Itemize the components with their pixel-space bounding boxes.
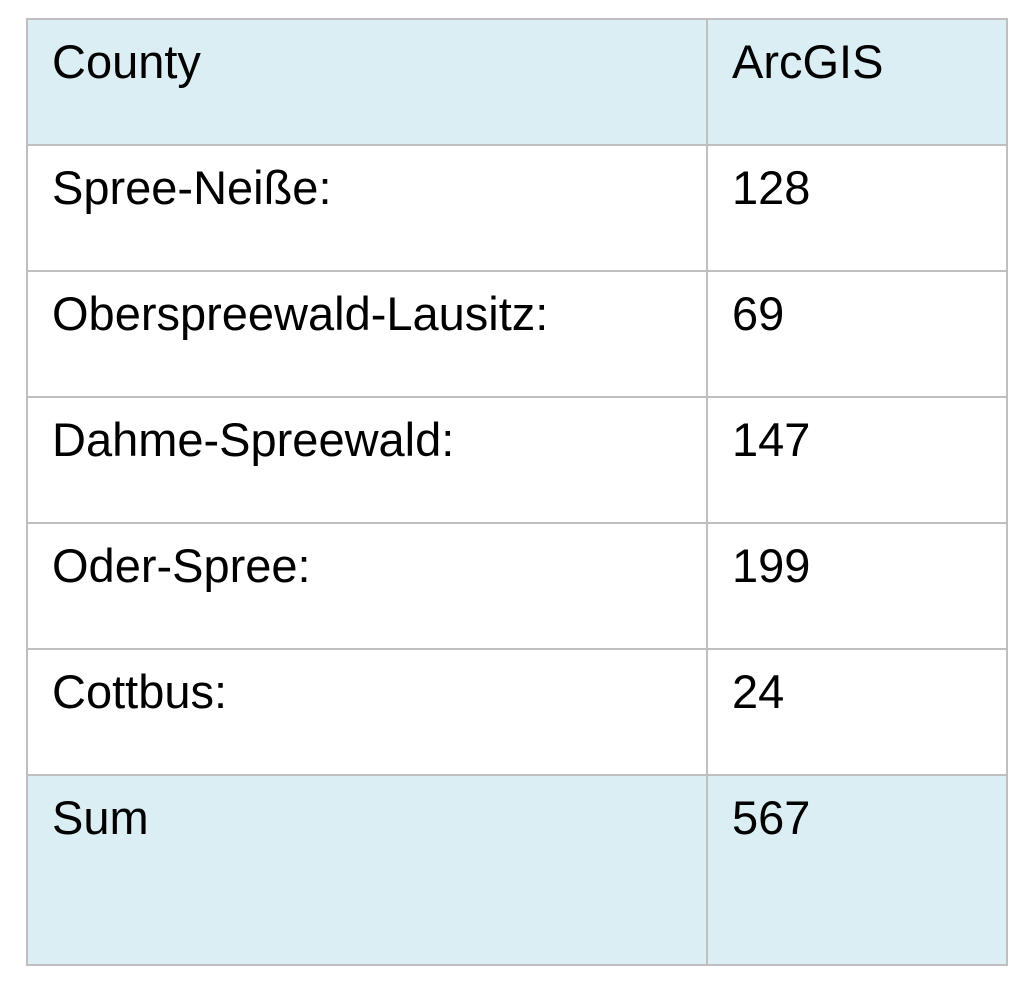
- table-row: Oberspreewald-Lausitz: 69: [26, 270, 1008, 398]
- table-row: Oder-Spree: 199: [26, 522, 1008, 650]
- county-cell: Dahme-Spreewald:: [26, 396, 708, 524]
- table-row: Spree-Neiße: 128: [26, 144, 1008, 272]
- total-value: 567: [706, 774, 1008, 966]
- county-cell: Oberspreewald-Lausitz:: [26, 270, 708, 398]
- arcgis-cell: 69: [706, 270, 1008, 398]
- total-label: Sum: [26, 774, 708, 966]
- arcgis-cell: 147: [706, 396, 1008, 524]
- header-county: County: [26, 18, 708, 146]
- header-arcgis: ArcGIS: [706, 18, 1008, 146]
- table-total-row: Sum 567: [26, 774, 1008, 966]
- county-cell: Cottbus:: [26, 648, 708, 776]
- county-cell: Spree-Neiße:: [26, 144, 708, 272]
- table-row: Cottbus: 24: [26, 648, 1008, 776]
- county-table-container: County ArcGIS Spree-Neiße: 128 Oberspree…: [26, 18, 1008, 966]
- arcgis-cell: 128: [706, 144, 1008, 272]
- arcgis-cell: 199: [706, 522, 1008, 650]
- county-table: County ArcGIS Spree-Neiße: 128 Oberspree…: [26, 18, 1008, 966]
- table-row: Dahme-Spreewald: 147: [26, 396, 1008, 524]
- arcgis-cell: 24: [706, 648, 1008, 776]
- table-header-row: County ArcGIS: [26, 18, 1008, 146]
- county-cell: Oder-Spree:: [26, 522, 708, 650]
